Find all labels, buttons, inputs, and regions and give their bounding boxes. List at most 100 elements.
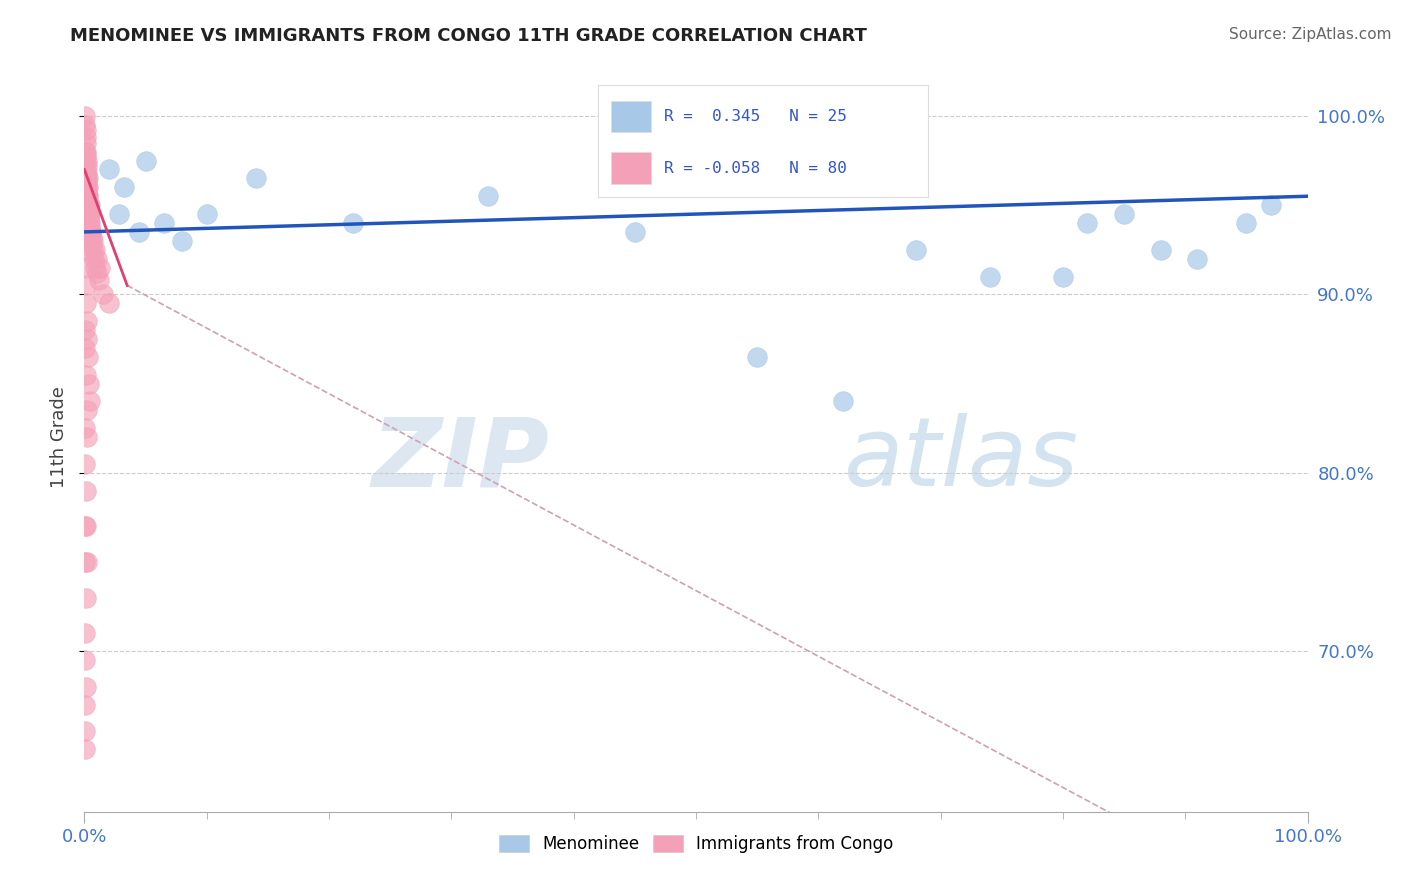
Point [82, 234, 104, 248]
Point [79, 394, 101, 409]
Point [75, 457, 97, 471]
Point [75, 368, 97, 382]
Point [75, 296, 97, 310]
Point [75, 341, 97, 355]
Point [76, 332, 98, 346]
Point [83, 243, 105, 257]
Point [75, 680, 97, 694]
Point [97, 296, 120, 310]
Point [1260, 198, 1282, 212]
Point [75, 145, 97, 159]
Point [76, 555, 98, 569]
Point [73, 698, 96, 712]
Point [75, 260, 97, 275]
Point [76, 189, 98, 203]
Point [75, 519, 97, 533]
Legend: Menominee, Immigrants from Congo: Menominee, Immigrants from Congo [492, 828, 900, 860]
Point [80, 225, 103, 239]
Point [75, 145, 97, 159]
Point [195, 207, 218, 221]
Point [1150, 243, 1173, 257]
Point [77, 202, 100, 216]
Text: MENOMINEE VS IMMIGRANTS FROM CONGO 11TH GRADE CORRELATION CHART: MENOMINEE VS IMMIGRANTS FROM CONGO 11TH … [70, 27, 868, 45]
Point [76, 430, 98, 444]
Point [80, 230, 103, 244]
Point [79, 219, 101, 234]
Point [75, 591, 97, 605]
Point [83, 252, 105, 266]
Point [76, 189, 98, 203]
Point [1076, 216, 1098, 230]
Point [76, 153, 98, 168]
Point [1187, 252, 1209, 266]
Point [73, 225, 96, 239]
Point [73, 626, 96, 640]
Point [153, 216, 176, 230]
Text: ZIP: ZIP [371, 413, 550, 506]
Point [75, 130, 97, 145]
Point [89, 260, 111, 275]
Point [831, 394, 853, 409]
Point [77, 198, 100, 212]
Point [75, 555, 97, 569]
Point [86, 266, 108, 280]
Point [91, 287, 114, 301]
Point [76, 171, 98, 186]
Point [245, 171, 267, 186]
Point [77, 189, 100, 203]
Y-axis label: 11th Grade: 11th Grade [49, 386, 67, 488]
Point [75, 653, 97, 667]
Text: Source: ZipAtlas.com: Source: ZipAtlas.com [1229, 27, 1392, 42]
Point [73, 323, 96, 337]
Point [79, 198, 101, 212]
Point [77, 207, 100, 221]
Point [76, 403, 98, 417]
Point [84, 260, 107, 275]
Point [79, 207, 101, 221]
Point [112, 180, 135, 194]
Point [87, 273, 110, 287]
Point [77, 194, 100, 209]
Point [86, 252, 108, 266]
Point [82, 237, 104, 252]
Point [82, 243, 104, 257]
Point [979, 269, 1001, 284]
Text: atlas: atlas [842, 413, 1078, 506]
Point [1114, 207, 1136, 221]
Point [77, 350, 100, 364]
Point [75, 243, 97, 257]
Point [75, 148, 97, 162]
Point [76, 184, 98, 198]
Point [342, 216, 364, 230]
Point [77, 376, 100, 391]
Point [75, 118, 97, 132]
Point [76, 177, 98, 191]
Point [75, 153, 97, 168]
Point [905, 243, 928, 257]
Point [624, 225, 647, 239]
Point [75, 483, 97, 498]
Point [76, 159, 98, 173]
Point [75, 724, 97, 739]
Point [76, 314, 98, 328]
Point [1052, 269, 1074, 284]
Point [107, 207, 129, 221]
Point [76, 198, 98, 212]
Point [75, 171, 97, 186]
Point [128, 225, 150, 239]
Point [135, 153, 157, 168]
Point [97, 162, 120, 177]
Point [73, 421, 96, 435]
Point [75, 278, 97, 293]
Point [76, 180, 98, 194]
Point [172, 234, 194, 248]
Point [77, 171, 100, 186]
Point [75, 162, 97, 177]
Point [1236, 216, 1258, 230]
Point [477, 189, 499, 203]
Point [77, 198, 100, 212]
Point [73, 742, 96, 756]
Point [75, 123, 97, 137]
Point [77, 207, 100, 221]
Point [73, 109, 96, 123]
